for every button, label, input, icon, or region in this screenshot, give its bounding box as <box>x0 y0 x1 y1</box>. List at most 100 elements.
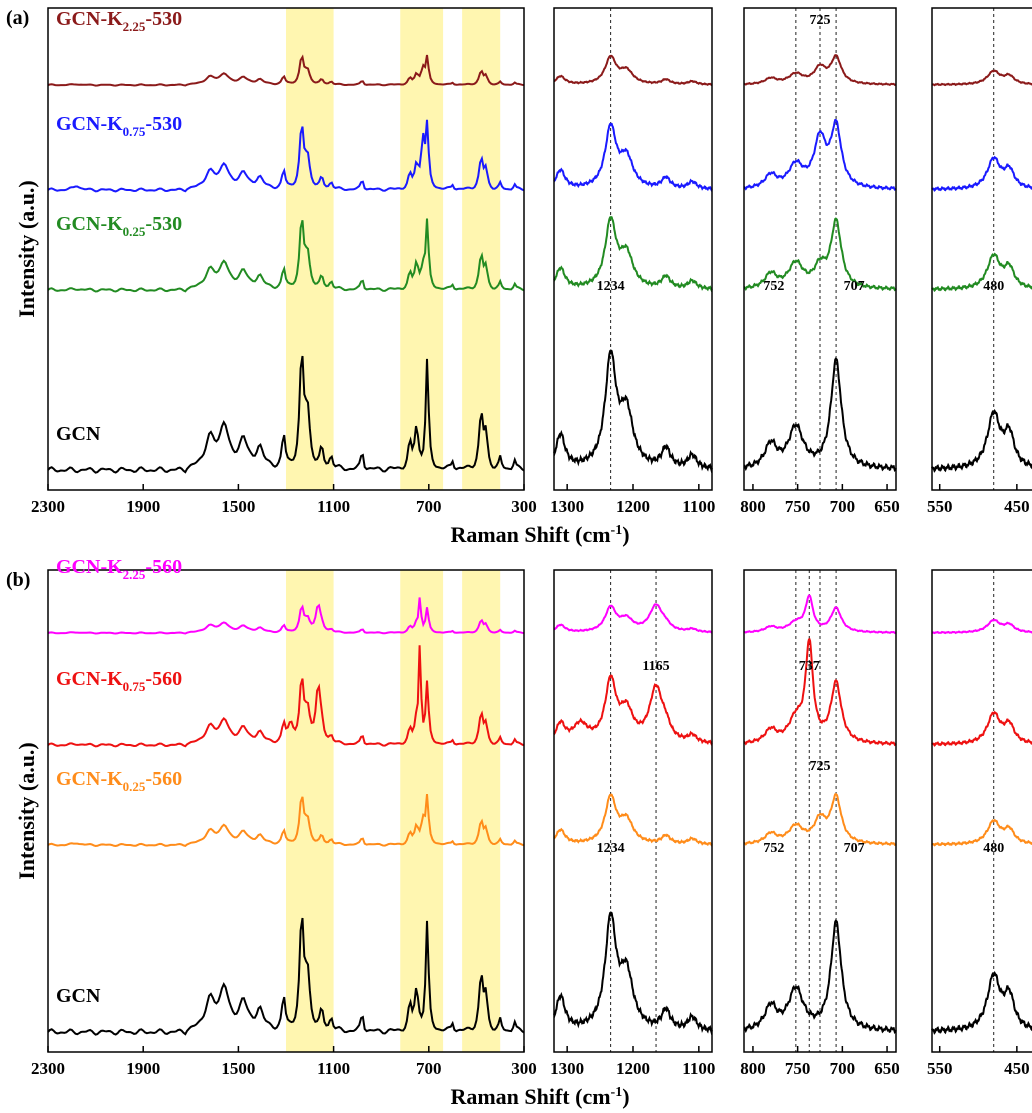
label-base: GCN-K <box>56 556 123 578</box>
tick-label: 1900 <box>126 497 160 516</box>
tick-label: 1500 <box>221 1059 255 1078</box>
series-line-GCN-K0.25-530 <box>931 252 1032 293</box>
series-line-GCN-K0.25-530 <box>743 217 897 292</box>
axes-frame <box>553 7 713 491</box>
tick-label: 750 <box>785 497 811 516</box>
series-line-GCN-K0.75-560 <box>47 645 525 748</box>
tick-label: 1300 <box>550 1059 584 1078</box>
subplot-2: 1300 1200 1100 1165 1234 <box>550 569 715 1078</box>
series-line-GCN-K2.25-530 <box>47 54 525 87</box>
x-axis-label: Raman Shift (cm-1) <box>450 522 629 547</box>
tick-label: 550 <box>927 1059 953 1078</box>
tick-label: 800 <box>740 497 766 516</box>
highlight-band <box>462 8 501 490</box>
peak-label: 725 <box>810 759 831 774</box>
series-line-GCN-K2.25-560 <box>47 597 525 635</box>
series-line-GCN-K0.75-530 <box>743 119 897 191</box>
tick-label: 1500 <box>221 497 255 516</box>
peak-label: 752 <box>763 841 784 856</box>
axes-frame <box>743 569 897 1053</box>
label-suffix: -560 <box>145 556 182 578</box>
x-label-main: Raman Shift (cm <box>450 522 610 547</box>
highlight-band <box>286 570 334 1052</box>
label-subscript: 0.75 <box>123 679 146 694</box>
series-label: GCN <box>56 423 101 445</box>
highlight-band <box>462 570 501 1052</box>
series-line-GCN-K0.25-560 <box>553 793 713 847</box>
label-suffix: -560 <box>145 768 182 790</box>
series-line-GCN-K0.75-560 <box>931 710 1032 747</box>
y-axis-label: Intensity (a.u.) <box>14 180 39 318</box>
series-line-GCN-K0.75-530 <box>47 119 525 193</box>
highlight-band <box>400 570 444 1052</box>
tick-label: 1300 <box>550 497 584 516</box>
series-line-GCN <box>743 357 897 472</box>
tick-label: 700 <box>830 497 856 516</box>
tick-label: 1100 <box>682 1059 715 1078</box>
label-base: GCN-K <box>56 213 123 235</box>
series-line-GCN <box>47 917 525 1036</box>
subplot-1: 2300 1900 1500 1100 700 300 <box>31 569 537 1078</box>
panel-letter: (b) <box>6 569 30 591</box>
series-label: GCN-K0.25-530 <box>56 213 182 239</box>
subplot-4: 550 450 480 <box>927 7 1032 516</box>
label-base: GCN-K <box>56 768 123 790</box>
peak-label: 707 <box>844 279 865 294</box>
subplot-3: 800 750 700 650 725 752 707 <box>740 7 900 516</box>
series-line-GCN <box>743 919 897 1034</box>
axes-frame <box>47 7 525 491</box>
series-line-GCN-K0.25-560 <box>743 792 897 846</box>
series-line-GCN-K2.25-560 <box>743 594 897 634</box>
panel-a: 2300 1900 1500 1100 700 300 1300 1200 1100 1234 80… <box>6 7 1032 547</box>
series-line-GCN-K0.25-560 <box>47 794 525 848</box>
series-line-GCN <box>553 349 713 474</box>
label-base: GCN <box>56 985 101 1007</box>
series-line-GCN-K2.25-530 <box>553 54 713 87</box>
tick-label: 450 <box>1004 1059 1030 1078</box>
x-label-sup: -1 <box>611 523 623 538</box>
label-suffix: -560 <box>145 668 182 690</box>
series-line-GCN-K2.25-560 <box>553 603 713 634</box>
axes-frame <box>743 7 897 491</box>
y-axis-label: Intensity (a.u.) <box>14 742 39 880</box>
series-line-GCN <box>47 355 525 474</box>
label-subscript: 2.25 <box>123 19 146 34</box>
series-label: GCN-K0.75-530 <box>56 113 182 139</box>
series-line-GCN-K2.25-530 <box>931 69 1032 87</box>
label-base: GCN <box>56 423 101 445</box>
series-line-GCN-K0.75-560 <box>553 674 713 746</box>
tick-label: 1200 <box>616 497 650 516</box>
series-line-GCN-K2.25-560 <box>931 618 1032 635</box>
series-line-GCN-K0.25-560 <box>931 818 1032 847</box>
axes-frame <box>553 569 713 1053</box>
series-label: GCN <box>56 985 101 1007</box>
panel-letter: (a) <box>6 7 29 29</box>
tick-label: 750 <box>785 1059 811 1078</box>
tick-label: 1100 <box>682 497 715 516</box>
tick-label: 450 <box>1004 497 1030 516</box>
x-label-close: ) <box>622 522 629 547</box>
series-line-GCN-K0.75-530 <box>931 155 1032 192</box>
series-label: GCN-K2.25-560 <box>56 556 182 582</box>
peak-label: 1234 <box>597 841 625 856</box>
series-label: GCN-K0.75-560 <box>56 668 182 694</box>
series-line-GCN <box>553 911 713 1036</box>
axes-frame <box>47 569 525 1053</box>
peak-label: 480 <box>983 279 1004 294</box>
series-line-GCN-K2.25-530 <box>744 54 897 87</box>
label-subscript: 0.75 <box>123 124 146 139</box>
tick-label: 1200 <box>616 1059 650 1078</box>
tick-label: 700 <box>416 1059 442 1078</box>
peak-label: 752 <box>763 279 784 294</box>
tick-label: 650 <box>874 1059 900 1078</box>
peak-label: 707 <box>844 841 865 856</box>
tick-label: 650 <box>874 497 900 516</box>
label-base: GCN-K <box>56 113 123 135</box>
series-line-GCN-K0.25-530 <box>553 215 713 293</box>
tick-label: 1100 <box>317 1059 350 1078</box>
series-line-GCN-K0.75-530 <box>553 122 713 192</box>
tick-label: 550 <box>927 497 953 516</box>
label-subscript: 2.25 <box>123 567 146 582</box>
subplot-1: 2300 1900 1500 1100 700 300 <box>31 7 537 516</box>
